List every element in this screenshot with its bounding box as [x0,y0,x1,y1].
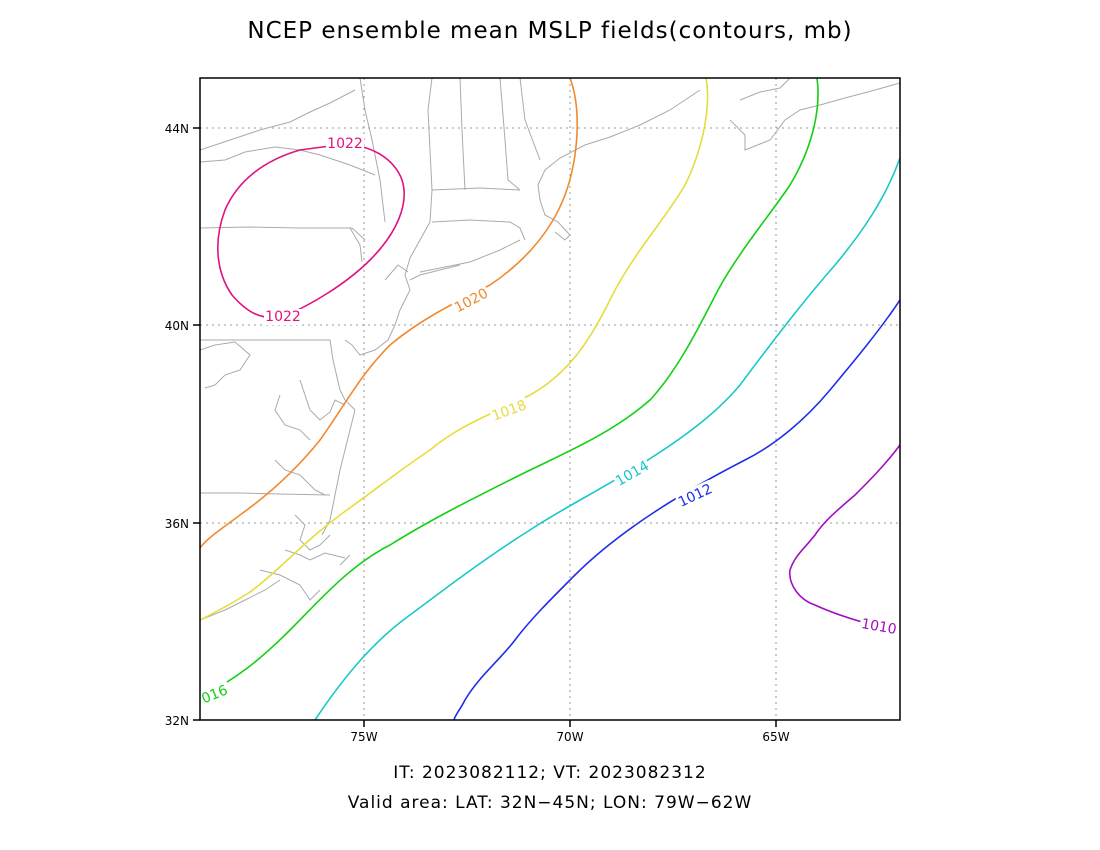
label-1020: 1020 [452,285,491,316]
valid-area: Valid area: LAT: 32N−45N; LON: 79W−62W [347,793,753,813]
label-1012: 1012 [676,481,715,511]
label-1010: 1010 [860,616,898,638]
plot-frame [199,77,901,721]
isobar-1012 [453,299,900,720]
grid-lines [200,78,900,720]
isobar-1010 [789,444,900,623]
y-tick-40N: 40N [165,319,189,333]
y-tick-32N: 32N [165,714,189,728]
isobar-1020 [200,78,578,549]
label-1018: 1018 [490,397,529,424]
x-tick-70W: 70W [556,730,583,744]
isobars [200,78,900,720]
x-tick-65W: 65W [762,730,789,744]
chart-title: NCEP ensemble mean MSLP fields(contours,… [247,18,853,44]
label-1022-bottom: 1022 [265,309,301,325]
isobar-1014 [314,157,900,720]
x-axis-labels: 75W 70W 65W [350,730,789,744]
label-1016: 016 [199,682,230,707]
init-valid-time: IT: 2023082112; VT: 2023082312 [393,763,707,783]
isobar-1016 [200,78,819,698]
coastlines [200,78,900,621]
label-1022-top: 1022 [327,136,363,152]
y-axis-labels: 44N 40N 36N 32N [165,122,189,728]
y-tick-36N: 36N [165,517,189,531]
isobar-1022 [217,144,405,319]
x-tick-75W: 75W [350,730,377,744]
y-tick-44N: 44N [165,122,189,136]
tick-marks [193,127,777,727]
label-1014: 1014 [613,458,652,490]
isobar-labels: 1022 1022 1020 1018 016 1014 1012 1010 [196,135,900,708]
